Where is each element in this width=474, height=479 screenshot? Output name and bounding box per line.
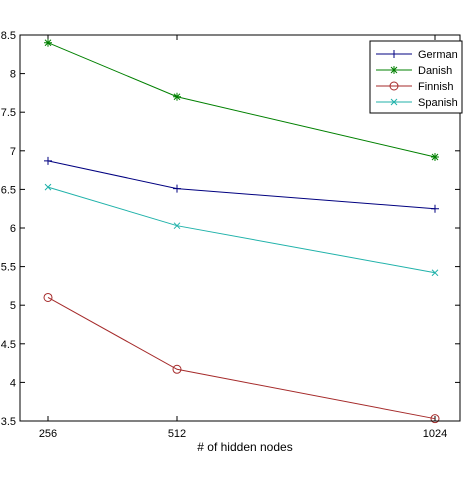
data-point-spanish: [431, 269, 439, 277]
data-point-finnish: [172, 364, 182, 374]
series-danish: [44, 38, 439, 161]
legend-marker-finnish: [389, 81, 399, 91]
x-tick-label: 256: [39, 428, 57, 440]
x-axis-ticks: 256 512 1024: [39, 35, 447, 440]
x-axis-label: # of hidden nodes: [197, 440, 292, 454]
y-tick-label: 3.5: [1, 416, 16, 428]
data-point-finnish: [430, 414, 440, 424]
legend-label-finnish: Finnish: [418, 81, 453, 93]
legend-marker-danish: [390, 66, 398, 74]
legend: German Danish Finnish Spanish: [369, 40, 463, 114]
legend-marker-german: [390, 50, 398, 58]
y-tick-label: 4: [10, 377, 16, 389]
y-tick-label: 5.5: [1, 262, 16, 274]
data-point-finnish: [43, 292, 53, 302]
data-point-spanish: [173, 222, 181, 230]
y-tick-label: 4.5: [1, 339, 16, 351]
legend-marker-spanish: [390, 98, 398, 106]
plot-frame: [19, 34, 461, 422]
y-axis-ticks: 3.5 4 4.5 5 5.5 6 6.5 7 7.5 8 8.5: [1, 30, 460, 428]
data-point-spanish: [44, 183, 52, 191]
legend-label-danish: Danish: [418, 65, 452, 77]
data-point-german: [44, 156, 52, 165]
series-line-finnish: [47, 297, 436, 420]
y-tick-label: 6: [10, 223, 16, 235]
data-point-danish: [44, 38, 52, 47]
y-tick-label: 7.5: [1, 107, 16, 119]
y-tick-label: 5: [10, 300, 16, 312]
x-tick-label: 1024: [423, 428, 447, 440]
data-point-danish: [173, 92, 181, 101]
y-tick-label: 7: [10, 146, 16, 158]
legend-box: [369, 40, 463, 114]
y-tick-label: 8.5: [1, 30, 16, 42]
series-spanish: [44, 183, 439, 277]
data-point-german: [431, 204, 439, 213]
legend-label-german: German: [418, 49, 458, 61]
data-point-german: [173, 184, 181, 193]
x-tick-label: 512: [168, 428, 186, 440]
series-layer: [43, 38, 440, 424]
y-tick-label: 8: [10, 69, 16, 81]
y-tick-label: 6.5: [1, 184, 16, 196]
series-german: [44, 156, 439, 213]
data-point-danish: [431, 152, 439, 161]
series-finnish: [43, 292, 440, 424]
legend-label-spanish: Spanish: [418, 97, 458, 109]
